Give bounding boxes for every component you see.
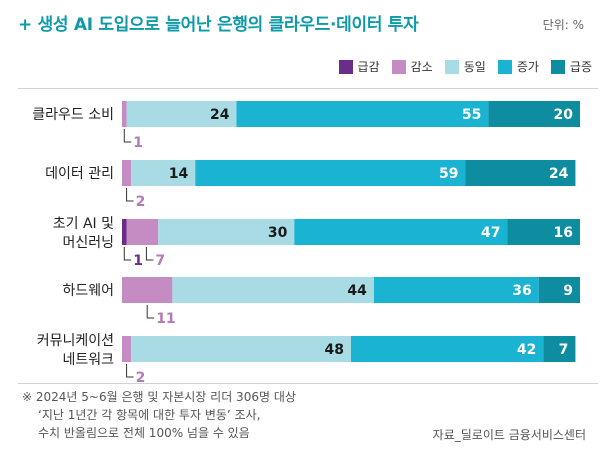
value-label-hardware-increase: 36 — [512, 283, 531, 299]
value-label-network-increase: 42 — [517, 342, 536, 358]
legend-item-increase: 증가 — [497, 58, 539, 75]
category-label-cloud: 클라우드 소비 — [32, 107, 114, 123]
callout-line-data-management-decrease — [126, 188, 134, 202]
bar-segment-hardware-decrease — [122, 277, 173, 303]
legend-label: 감소 — [410, 60, 433, 74]
legend-label: 급증 — [569, 60, 592, 74]
legend-swatch — [391, 59, 406, 74]
value-label-network-sharp-increase: 7 — [559, 342, 569, 358]
value-label-data-management-same: 14 — [169, 166, 189, 182]
bar-segment-network-sharp-increase — [543, 336, 576, 362]
bar-segment-cloud-sharp-increase — [488, 101, 580, 127]
chart-title: + 생성 AI 도입으로 늘어난 은행의 클라우드·데이터 투자 — [18, 15, 419, 35]
value-label-cloud-decrease: 1 — [133, 135, 143, 151]
value-label-cloud-sharp-increase: 20 — [554, 107, 574, 123]
legend-item-sharp-decrease: 급감 — [338, 58, 380, 75]
value-label-network-decrease: 2 — [136, 370, 146, 386]
category-label-data-management: 데이터 관리 — [45, 166, 114, 182]
value-label-hardware-decrease: 11 — [156, 311, 175, 327]
value-label-ai-ml-decrease: 7 — [155, 253, 165, 269]
value-label-ai-ml-sharp-increase: 16 — [554, 225, 573, 241]
callout-line-hardware-decrease — [146, 305, 155, 319]
bar-segment-data-management-decrease — [122, 160, 132, 186]
source-label: 자료_딜로이트 금융서비스센터 — [432, 428, 586, 442]
bar-segment-ai-ml-same — [158, 219, 295, 245]
footnote-line-2: ‘지난 1년간 각 항목에 대한 투자 변동’ 조사, — [38, 408, 261, 422]
category-label-ai-ml: 초기 AI 및 머신러닝 — [53, 216, 114, 251]
value-label-data-management-increase: 59 — [439, 166, 458, 182]
footnote: ※ 2024년 5~6월 은행 및 자본시장 리더 306명 대상 ‘지난 1년… — [22, 388, 296, 442]
bar-segment-hardware-same — [172, 277, 374, 303]
legend-swatch — [444, 59, 459, 74]
callout-line-ai-ml-sharp-decrease — [123, 247, 132, 261]
legend-item-decrease: 감소 — [391, 58, 433, 75]
value-label-hardware-sharp-increase: 9 — [563, 283, 573, 299]
category-label-hardware: 하드웨어 — [62, 283, 114, 299]
bar-segment-data-management-same — [131, 160, 196, 186]
value-label-cloud-same: 24 — [210, 107, 230, 123]
value-label-hardware-same: 44 — [347, 283, 367, 299]
callout-line-ai-ml-decrease — [145, 247, 154, 261]
value-label-ai-ml-sharp-decrease: 1 — [133, 253, 143, 269]
value-label-cloud-increase: 55 — [462, 107, 481, 123]
legend-item-sharp-increase: 급증 — [550, 58, 592, 75]
bar-segment-ai-ml-decrease — [126, 219, 159, 245]
legend-swatch — [338, 59, 353, 74]
bar-segment-hardware-sharp-increase — [538, 277, 580, 303]
legend-label: 증가 — [516, 60, 539, 74]
bar-segment-ai-ml-increase — [294, 219, 508, 245]
bar-segment-hardware-increase — [373, 277, 539, 303]
bar-segment-ai-ml-sharp-decrease — [122, 219, 127, 245]
value-label-ai-ml-same: 30 — [268, 225, 288, 241]
value-label-ai-ml-increase: 47 — [481, 225, 500, 241]
bar-segment-data-management-sharp-increase — [465, 160, 576, 186]
bar-segment-data-management-increase — [195, 160, 466, 186]
legend-swatch — [497, 59, 512, 74]
bar-segment-ai-ml-sharp-increase — [507, 219, 580, 245]
bar-segment-network-same — [131, 336, 351, 362]
bar-segment-cloud-decrease — [122, 101, 127, 127]
divider-bottom — [18, 383, 598, 384]
unit-label: 단위: % — [542, 18, 584, 32]
legend-label: 동일 — [463, 60, 486, 74]
legend-label: 급감 — [357, 60, 380, 74]
value-label-network-same: 48 — [325, 342, 344, 358]
bar-segment-cloud-same — [126, 101, 237, 127]
callout-line-network-decrease — [126, 364, 134, 378]
footnote-line-3: 수치 반올림으로 전체 100% 넘을 수 있음 — [38, 426, 250, 440]
legend-swatch — [550, 59, 565, 74]
value-label-data-management-decrease: 2 — [136, 194, 146, 210]
callout-line-cloud-decrease — [123, 129, 132, 143]
divider-top — [18, 88, 598, 89]
legend-item-same: 동일 — [444, 58, 486, 75]
bar-segment-network-increase — [351, 336, 544, 362]
value-label-data-management-sharp-increase: 24 — [549, 166, 569, 182]
legend: 급감 감소 동일 증가 급증 — [338, 58, 592, 75]
footnote-line-1: ※ 2024년 5~6월 은행 및 자본시장 리더 306명 대상 — [22, 390, 296, 404]
category-label-network: 커뮤니케이션 네트워크 — [37, 333, 114, 368]
bar-segment-network-decrease — [122, 336, 132, 362]
bar-segment-cloud-increase — [236, 101, 489, 127]
